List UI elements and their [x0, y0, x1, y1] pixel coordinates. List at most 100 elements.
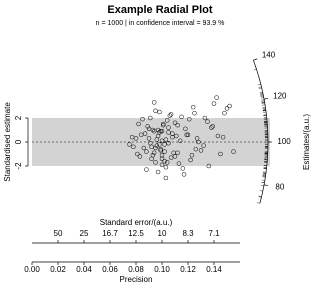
x-tick-label: 0.00	[24, 265, 40, 274]
data-point	[188, 157, 193, 163]
data-point	[137, 154, 143, 159]
x2-tick-label: 7.1	[208, 229, 220, 238]
z-axis-label: Estimates/(a.u.)	[302, 114, 311, 170]
y-tick-label: -2	[14, 162, 23, 170]
rug-tick	[253, 69, 257, 71]
rug-tick	[257, 84, 261, 86]
data-point	[210, 124, 215, 129]
data-point	[164, 160, 170, 165]
data-point	[174, 133, 179, 139]
rug-tick	[258, 195, 262, 197]
data-point	[167, 113, 173, 118]
x2-tick-label: 12.5	[128, 229, 144, 238]
data-point	[192, 110, 197, 116]
data-point	[220, 134, 226, 140]
data-point	[153, 160, 158, 165]
data-point	[180, 166, 186, 171]
data-point	[141, 145, 147, 151]
data-point	[158, 128, 163, 134]
data-point	[163, 175, 169, 181]
data-point	[172, 154, 178, 159]
data-point	[175, 122, 180, 128]
data-point	[170, 131, 175, 136]
data-point	[206, 163, 212, 169]
x-tick-label: 0.02	[50, 265, 66, 274]
x2-tick-label: 25	[80, 229, 89, 238]
rug-tick	[261, 101, 265, 103]
rug-tick	[259, 92, 263, 94]
chart-subtitle: n = 1000 | in confidence interval = 93.9…	[96, 20, 225, 27]
x-tick-label: 0.04	[76, 265, 92, 274]
data-point	[184, 132, 189, 138]
rug-tick	[260, 94, 264, 96]
rug-tick	[261, 99, 265, 101]
z-tick-label: 140	[262, 51, 276, 60]
data-point	[151, 100, 157, 105]
rug-tick	[259, 190, 263, 192]
data-point	[176, 161, 182, 166]
data-point	[179, 114, 184, 120]
data-point	[146, 126, 152, 132]
data-point	[168, 112, 174, 117]
z-tick-label: 80	[275, 182, 284, 191]
data-point	[151, 150, 157, 156]
data-point	[140, 116, 145, 122]
data-point	[181, 172, 187, 177]
x-tick-label: 0.10	[154, 265, 170, 274]
rug-tick	[258, 87, 262, 89]
x2-tick-label: 16.7	[102, 229, 118, 238]
rug-tick	[260, 95, 264, 97]
z-tick	[253, 58, 258, 61]
data-point	[162, 149, 167, 154]
data-point	[157, 142, 162, 147]
data-point	[146, 136, 152, 141]
data-point	[155, 169, 161, 175]
data-point	[222, 110, 227, 116]
x-tick-label: 0.06	[102, 265, 118, 274]
data-point	[129, 134, 135, 140]
data-point	[193, 146, 199, 152]
y-tick-label: 2	[14, 115, 23, 120]
data-point	[148, 115, 153, 121]
data-point	[127, 142, 132, 147]
data-point	[189, 152, 195, 158]
x2-axis-label: Standard error/(a.u.)	[100, 218, 173, 227]
data-point	[150, 152, 156, 158]
x-axis-label: Precision	[120, 275, 153, 284]
x-tick-label: 0.08	[128, 265, 144, 274]
data-point	[153, 108, 158, 114]
y-axis-label: Standardised estimate	[3, 102, 12, 182]
data-point	[159, 152, 165, 158]
data-point	[194, 136, 200, 141]
rug-tick	[258, 196, 262, 198]
data-point	[209, 125, 214, 130]
data-point	[149, 144, 154, 150]
data-point	[224, 106, 230, 111]
rug-tick	[260, 97, 264, 99]
data-point	[154, 143, 160, 148]
z-tick	[264, 184, 269, 186]
data-point	[198, 148, 204, 153]
data-point	[164, 118, 170, 123]
data-point	[214, 95, 219, 100]
confidence-band	[32, 118, 270, 166]
data-point	[215, 133, 221, 139]
data-point	[161, 121, 166, 127]
data-point	[138, 132, 144, 138]
data-point	[159, 156, 165, 162]
rug-tick	[261, 181, 265, 183]
y-tick-label: 0	[14, 139, 23, 144]
data-point	[166, 140, 171, 146]
data-point	[177, 138, 183, 144]
data-point	[161, 122, 166, 128]
data-point	[162, 158, 167, 164]
x2-tick-label: 8.3	[182, 229, 194, 238]
x-tick-label: 0.14	[206, 265, 222, 274]
data-point	[166, 125, 171, 130]
data-point	[183, 126, 188, 132]
z-tick	[264, 98, 269, 100]
rug-tick	[260, 184, 264, 186]
data-point	[163, 137, 169, 142]
data-point	[144, 167, 149, 172]
